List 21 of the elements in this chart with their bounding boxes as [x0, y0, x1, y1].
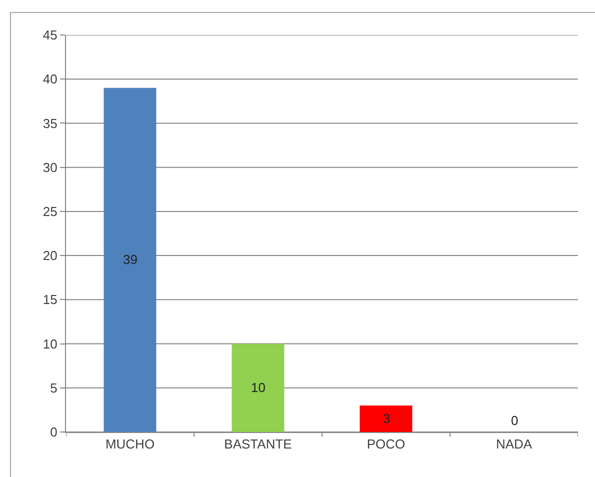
y-tick-label: 10	[42, 336, 58, 352]
y-tick-label: 40	[42, 72, 58, 87]
y-tick-label: 35	[42, 116, 58, 131]
data-label: 3	[383, 411, 390, 426]
bar	[360, 406, 412, 432]
y-tick-label: 0	[50, 424, 58, 440]
data-label: 0	[511, 413, 518, 428]
y-tick-label: 15	[42, 292, 58, 308]
y-tick-label: 5	[50, 380, 58, 396]
y-tick-label: 30	[42, 160, 58, 175]
data-label: 39	[123, 252, 138, 267]
data-label: 10	[251, 380, 266, 395]
y-tick-label: 45	[42, 28, 58, 43]
bar	[104, 88, 156, 432]
x-tick-label: BASTANTE	[224, 436, 292, 452]
x-tick-label: POCO	[366, 436, 406, 452]
x-tick-label: NADA	[496, 436, 532, 452]
y-tick-label: 20	[42, 248, 58, 264]
bar	[232, 344, 284, 432]
x-tick-label: MUCHO	[105, 436, 155, 452]
y-tick-label: 25	[42, 204, 58, 219]
